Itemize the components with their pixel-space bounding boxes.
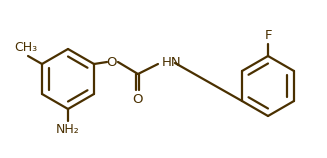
Text: HN: HN [162,57,181,70]
Text: CH₃: CH₃ [14,41,38,54]
Text: O: O [107,55,117,69]
Text: NH₂: NH₂ [56,123,80,136]
Text: O: O [133,93,143,106]
Text: F: F [264,29,272,42]
